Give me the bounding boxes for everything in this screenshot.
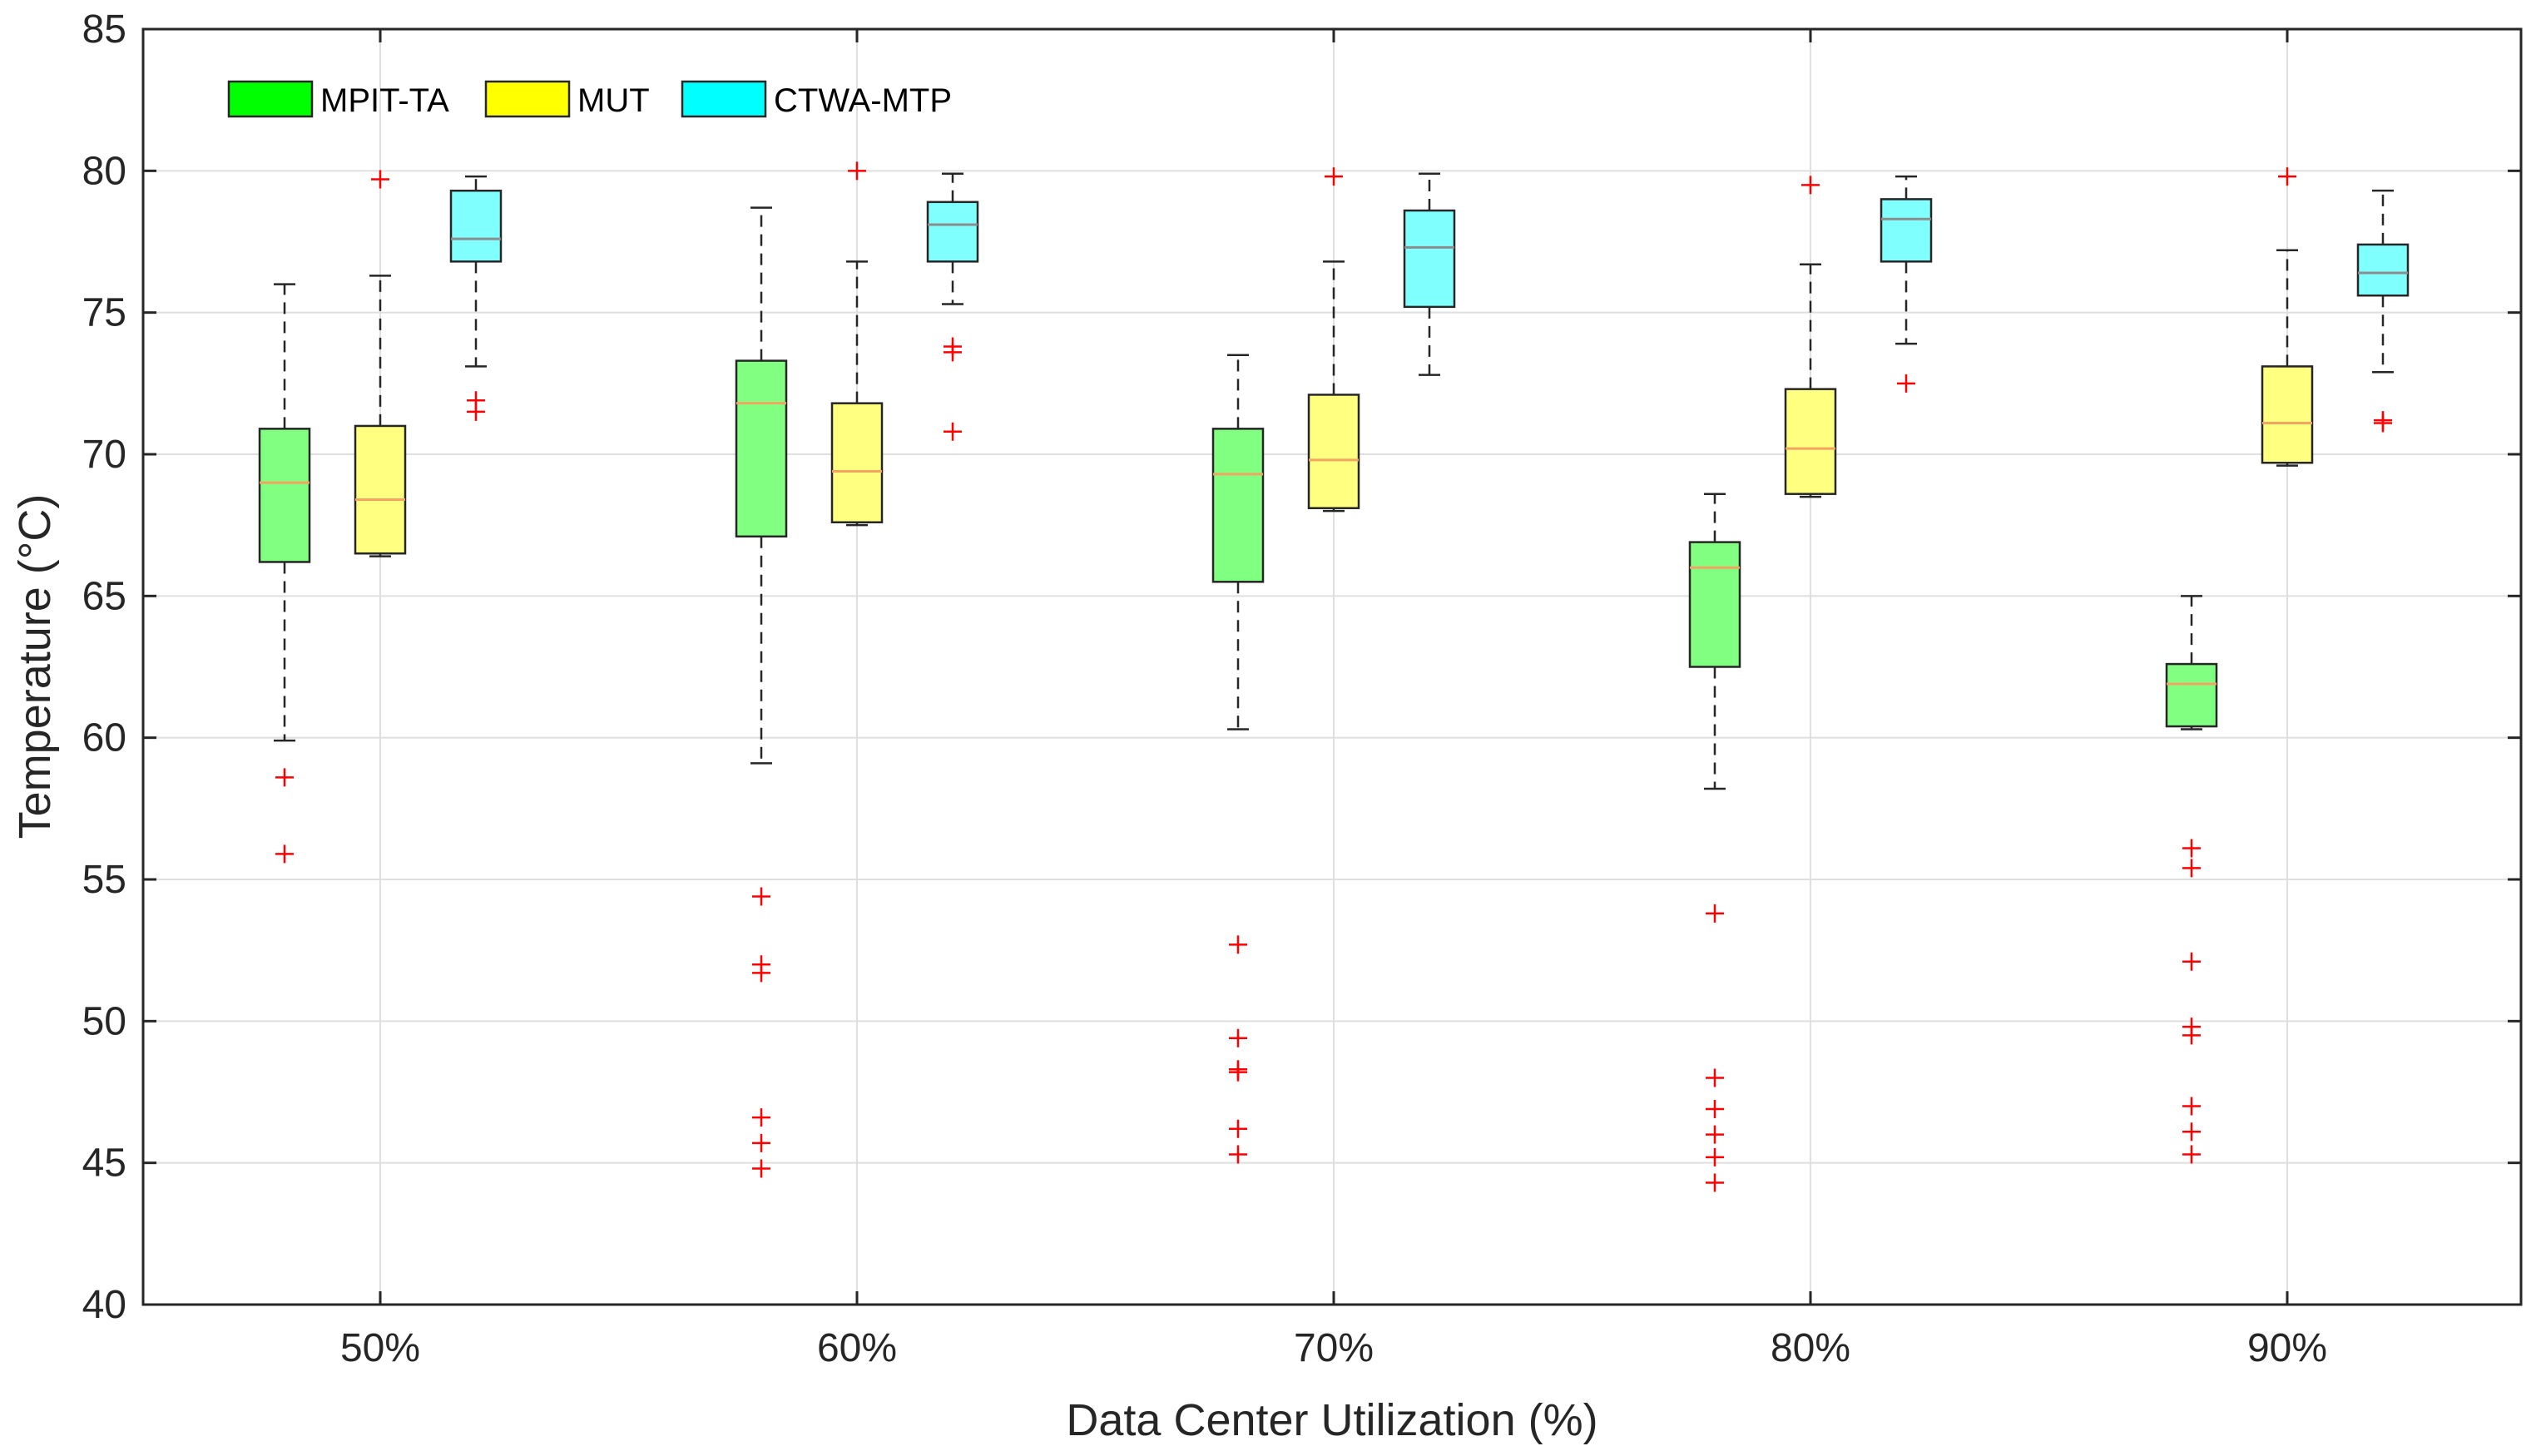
- iqr-box: [830, 402, 884, 524]
- outlier-marker: [1706, 1099, 1724, 1118]
- box-mut-60pct: [830, 161, 884, 527]
- plot-frame: [141, 27, 2523, 1306]
- outlier-marker: [2182, 859, 2201, 878]
- outlier-marker: [1325, 167, 1343, 186]
- outlier-marker: [944, 343, 962, 362]
- box-mpit-ta-60pct: [735, 206, 788, 1178]
- x-tick-label: 80%: [1771, 1326, 1850, 1370]
- iqr-box: [2165, 662, 2218, 728]
- iqr-box: [1880, 198, 1933, 263]
- box-mpit-ta-80pct: [1688, 493, 1741, 1192]
- box-mut-90pct: [2261, 167, 2314, 467]
- iqr-box: [1403, 209, 1456, 309]
- box-mut-50pct: [354, 170, 407, 557]
- legend-label: CTWA-MTP: [774, 82, 952, 119]
- box-ctwa-mtp-60pct: [926, 172, 979, 441]
- plot-area: [143, 29, 2521, 1305]
- outlier-marker: [752, 1108, 770, 1127]
- axis-ticks: 40 45 50 55 60 65 70 75 80 85 50% 60% 70% 80% 90%: [82, 7, 2521, 1370]
- outlier-marker: [752, 1133, 770, 1152]
- outlier-marker: [1229, 935, 1247, 954]
- x-tick-label: 90%: [2247, 1326, 2327, 1370]
- outlier-marker: [371, 170, 389, 189]
- box-mpit-ta-90pct: [2165, 595, 2218, 1164]
- outlier-marker: [1897, 374, 1915, 393]
- legend-label: MPIT-TA: [320, 82, 449, 119]
- outlier-marker: [1229, 1119, 1247, 1138]
- outlier-marker: [1706, 904, 1724, 923]
- iqr-box: [2356, 243, 2410, 297]
- outlier-marker: [2182, 839, 2201, 858]
- y-tick-label: 85: [82, 7, 126, 52]
- y-axis-title: Temperature (°C): [10, 494, 60, 839]
- iqr-box: [354, 424, 407, 555]
- iqr-box: [1784, 388, 1837, 495]
- box-ctwa-mtp-90pct: [2356, 189, 2410, 433]
- y-tick-label: 70: [82, 433, 126, 477]
- legend: MPIT-TA MUT CTWA-MTP: [227, 80, 952, 119]
- box-ctwa-mtp-80pct: [1880, 175, 1933, 393]
- outlier-marker: [752, 1159, 770, 1178]
- outlier-marker: [2182, 1026, 2201, 1045]
- y-tick-label: 55: [82, 858, 126, 902]
- outlier-marker: [1229, 1062, 1247, 1082]
- outlier-marker: [848, 161, 866, 181]
- outlier-marker: [1229, 1028, 1247, 1047]
- outlier-marker: [1706, 1068, 1724, 1087]
- iqr-box: [1211, 428, 1265, 583]
- iqr-box: [449, 189, 503, 263]
- outlier-marker: [1706, 1173, 1724, 1192]
- box-ctwa-mtp-50pct: [449, 175, 503, 421]
- box-ctwa-mtp-70pct: [1403, 172, 1456, 376]
- box-mut-70pct: [1307, 167, 1360, 513]
- iqr-box: [2261, 365, 2314, 464]
- box-mpit-ta-70pct: [1211, 354, 1265, 1164]
- legend-item-mut: MUT: [484, 80, 650, 119]
- outlier-marker: [1706, 1125, 1724, 1144]
- outlier-marker: [2182, 1122, 2201, 1142]
- outlier-marker: [1229, 1145, 1247, 1164]
- x-axis-title: Data Center Utilization (%): [1066, 1395, 1597, 1445]
- outlier-marker: [1801, 176, 1820, 195]
- outlier-marker: [2182, 1145, 2201, 1164]
- outlier-marker: [2182, 952, 2201, 971]
- outlier-marker: [752, 963, 770, 983]
- legend-swatch: [681, 80, 767, 118]
- iqr-box: [926, 201, 979, 263]
- iqr-box: [1688, 541, 1741, 668]
- outlier-marker: [944, 422, 962, 441]
- y-tick-label: 80: [82, 149, 126, 193]
- y-tick-label: 45: [82, 1142, 126, 1186]
- y-tick-label: 50: [82, 999, 126, 1043]
- x-tick-label: 50%: [340, 1326, 420, 1370]
- outlier-marker: [2374, 414, 2392, 433]
- legend-swatch: [227, 80, 314, 118]
- outlier-marker: [752, 887, 770, 906]
- iqr-box: [735, 359, 788, 538]
- outlier-marker: [2278, 167, 2296, 186]
- outlier-marker: [2182, 1097, 2201, 1116]
- box-mut-80pct: [1784, 176, 1837, 498]
- outlier-marker: [467, 402, 485, 421]
- x-tick-label: 60%: [817, 1326, 897, 1370]
- y-tick-label: 60: [82, 716, 126, 760]
- iqr-box: [1307, 394, 1360, 509]
- outlier-marker: [1706, 1147, 1724, 1166]
- y-tick-label: 65: [82, 574, 126, 618]
- legend-label: MUT: [577, 82, 650, 119]
- box-mpit-ta-50pct: [258, 283, 311, 864]
- y-tick-label: 75: [82, 291, 126, 335]
- x-tick-label: 70%: [1294, 1326, 1374, 1370]
- boxes-layer: [258, 161, 2410, 1192]
- y-tick-label: 40: [82, 1283, 126, 1327]
- legend-swatch: [484, 80, 571, 118]
- legend-item-ctwa-mtp: CTWA-MTP: [681, 80, 952, 119]
- legend-item-mpit-ta: MPIT-TA: [227, 80, 449, 119]
- iqr-box: [258, 428, 311, 563]
- outlier-marker: [275, 844, 294, 864]
- outlier-marker: [275, 768, 294, 787]
